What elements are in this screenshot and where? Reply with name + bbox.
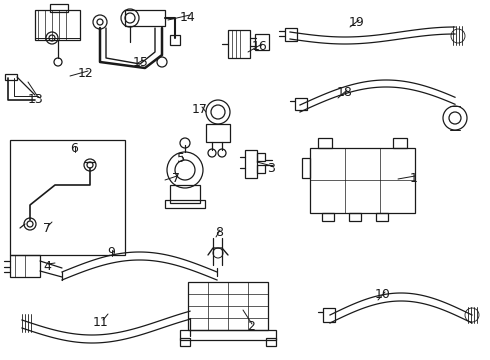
Text: 2: 2 — [247, 320, 255, 333]
Text: 9: 9 — [107, 246, 115, 259]
Text: 4: 4 — [43, 260, 51, 273]
Text: 5: 5 — [177, 152, 185, 165]
Text: 14: 14 — [180, 11, 196, 24]
Text: 15: 15 — [133, 56, 149, 69]
Bar — [10, 140, 125, 255]
Bar — [266, 338, 276, 346]
Text: 18: 18 — [337, 86, 353, 99]
Bar — [295, 98, 307, 110]
Bar — [5, 74, 17, 80]
Bar — [35, 10, 80, 40]
Text: 1: 1 — [410, 172, 418, 185]
Bar — [302, 158, 310, 178]
Bar — [170, 35, 180, 45]
Bar — [285, 28, 297, 41]
Bar — [318, 138, 332, 148]
Text: 7: 7 — [43, 222, 51, 235]
Text: 3: 3 — [267, 162, 275, 175]
Text: 19: 19 — [349, 16, 365, 29]
Bar — [310, 148, 415, 213]
Bar — [125, 10, 165, 26]
Text: 6: 6 — [70, 142, 78, 155]
Bar — [206, 124, 230, 142]
Bar — [180, 330, 276, 340]
Text: 10: 10 — [375, 288, 391, 301]
Bar — [245, 150, 257, 178]
Bar — [10, 255, 40, 277]
Bar — [165, 200, 205, 208]
Text: 13: 13 — [28, 93, 44, 106]
Bar — [255, 34, 269, 50]
Bar — [349, 213, 361, 221]
Text: 8: 8 — [215, 226, 223, 239]
Text: 12: 12 — [78, 67, 94, 80]
Bar — [323, 308, 335, 322]
Text: 7: 7 — [172, 172, 180, 185]
Text: 17: 17 — [192, 103, 208, 116]
Bar — [180, 338, 190, 346]
Bar — [257, 165, 265, 173]
Bar — [376, 213, 388, 221]
Bar — [170, 185, 200, 203]
Bar — [393, 138, 407, 148]
Text: 11: 11 — [93, 316, 109, 329]
Bar — [50, 4, 68, 12]
Bar — [322, 213, 334, 221]
Bar — [188, 282, 268, 330]
Bar — [257, 153, 265, 161]
Bar — [228, 30, 250, 58]
Text: 16: 16 — [252, 40, 268, 53]
